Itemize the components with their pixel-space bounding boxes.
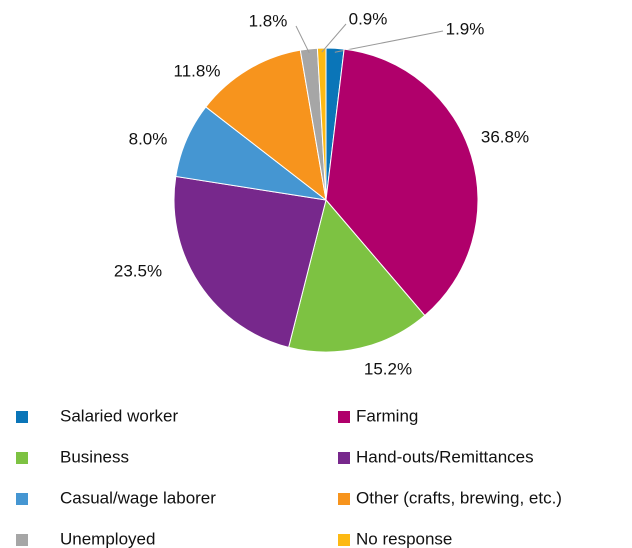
legend-swatch <box>16 534 28 546</box>
legend-label: Other (crafts, brewing, etc.) <box>356 488 562 507</box>
pie-slice <box>205 49 327 202</box>
legend-label: No response <box>356 529 452 548</box>
data-label: 8.0% <box>129 129 168 148</box>
leader-line <box>321 23 347 53</box>
data-label: 36.8% <box>481 127 529 146</box>
legend-label: Casual/wage laborer <box>60 488 216 507</box>
legend-label: Business <box>60 447 129 466</box>
data-label: 23.5% <box>114 261 162 280</box>
legend-label: Hand-outs/Remittances <box>356 447 534 466</box>
legend-swatch <box>16 452 28 464</box>
pie-slice <box>316 47 327 201</box>
legend-swatch <box>338 411 350 423</box>
pie-slice <box>325 48 479 317</box>
legend-swatch <box>16 493 28 505</box>
legend-label: Farming <box>356 406 418 425</box>
data-label: 11.8% <box>174 61 221 80</box>
legend-label: Unemployed <box>60 529 155 548</box>
data-label: 1.9% <box>446 19 485 38</box>
leader-line <box>334 30 444 53</box>
legend-swatch <box>16 411 28 423</box>
data-label: 1.8% <box>249 11 288 30</box>
pie-slice <box>288 198 426 353</box>
leader-line <box>295 25 310 54</box>
data-label: 15.2% <box>364 359 412 378</box>
legend-swatch <box>338 493 350 505</box>
legend-swatch <box>338 534 350 546</box>
data-label: 0.9% <box>349 9 388 28</box>
pie-slice <box>173 175 327 348</box>
legend-swatch <box>338 452 350 464</box>
legend-label: Salaried worker <box>60 406 178 425</box>
